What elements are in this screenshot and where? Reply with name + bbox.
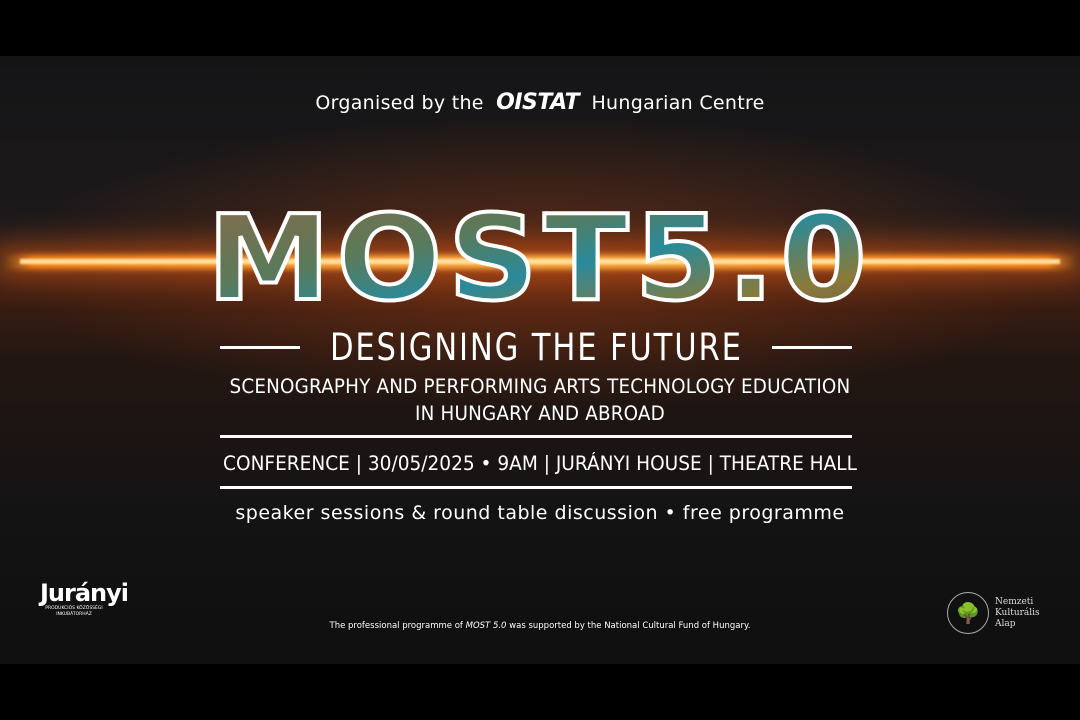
nka-line-3: Alap	[995, 618, 1016, 629]
letterbox-bottom	[0, 664, 1080, 720]
juranyi-caption-1: PRODUKCIÓS KÖZÖSSÉGI	[45, 606, 103, 611]
juranyi-wordmark: Jurányi	[40, 579, 129, 607]
nka-wordmark: Nemzeti Kulturális Alap	[995, 597, 1040, 630]
divider-bottom	[220, 486, 852, 489]
oistat-logo: OISTAT	[496, 90, 580, 115]
nka-line-1: Nemzeti	[995, 596, 1034, 607]
main-title-logo: MOST5.0	[215, 204, 865, 314]
subtitle-left-rule	[220, 346, 300, 349]
nka-logo: 🌳 Nemzeti Kulturális Alap	[947, 592, 1040, 634]
event-tagline: speaker sessions & round table discussio…	[235, 502, 845, 524]
subtitle-row: DESIGNING THE FUTURE	[220, 326, 852, 369]
description-line-2: IN HUNGARY AND ABROAD	[415, 402, 665, 425]
event-info: CONFERENCE | 30/05/2025 • 9AM | JURÁNYI …	[223, 452, 857, 475]
organiser-line: Organised by the OISTAT Hungarian Centre	[0, 90, 1080, 115]
horizon-line	[20, 259, 1060, 264]
tree-seal-icon: 🌳	[947, 592, 989, 634]
organiser-suffix: Hungarian Centre	[591, 92, 765, 114]
main-title-text: MOST5.0	[215, 204, 865, 314]
poster: Organised by the OISTAT Hungarian Centre…	[0, 56, 1080, 664]
description-line-1: SCENOGRAPHY AND PERFORMING ARTS TECHNOLO…	[229, 375, 851, 398]
subtitle: DESIGNING THE FUTURE	[329, 326, 743, 369]
letterbox-top	[0, 0, 1080, 56]
support-italic: MOST 5.0	[465, 621, 507, 631]
divider-top	[220, 435, 852, 438]
support-prefix: The professional programme of	[329, 621, 463, 631]
support-note: The professional programme of MOST 5.0 w…	[0, 621, 1080, 631]
nka-line-2: Kulturális	[995, 607, 1040, 618]
support-suffix: was supported by the National Cultural F…	[509, 621, 751, 631]
juranyi-logo: Jurányi PRODUKCIÓS KÖZÖSSÉGI INKUBÁTORHÁ…	[40, 579, 129, 618]
organised-prefix: Organised by the	[315, 92, 484, 114]
description: SCENOGRAPHY AND PERFORMING ARTS TECHNOLO…	[32, 373, 1047, 427]
juranyi-caption-2: INKUBÁTORHÁZ	[56, 612, 92, 617]
subtitle-right-rule	[772, 346, 852, 349]
